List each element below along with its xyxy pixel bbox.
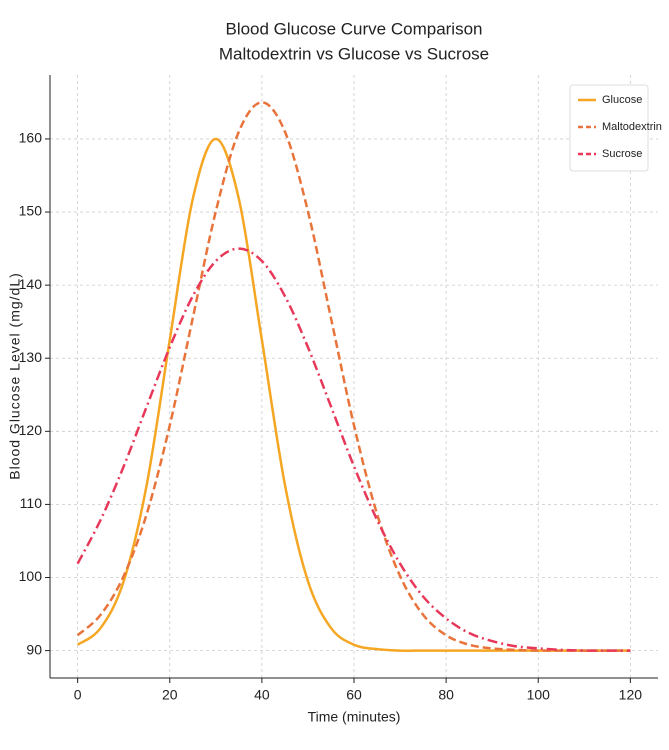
y-tick-label: 130 xyxy=(19,349,43,365)
chart-title: Blood Glucose Curve Comparison xyxy=(225,19,482,38)
legend-box xyxy=(569,84,649,172)
x-tick-label: 60 xyxy=(346,687,362,703)
x-tick-label: 100 xyxy=(527,687,551,703)
x-tick-label: 40 xyxy=(254,687,270,703)
y-tick-label: 90 xyxy=(26,641,42,657)
x-tick-label: 120 xyxy=(619,687,643,703)
y-tick-label: 150 xyxy=(19,203,43,219)
chart-subtitle: Maltodextrin vs Glucose vs Sucrose xyxy=(219,44,489,63)
legend-label: Glucose xyxy=(602,94,642,106)
y-tick-label: 160 xyxy=(19,130,43,146)
y-tick-label: 100 xyxy=(19,568,43,584)
x-axis-label: Time (minutes) xyxy=(308,709,401,725)
x-tick-label: 80 xyxy=(438,687,454,703)
line-series xyxy=(76,247,631,652)
line-series xyxy=(76,101,631,652)
legend-label: Maltodextrin xyxy=(602,121,662,133)
x-tick-label: 20 xyxy=(162,687,178,703)
y-axis-label: Blood Glucose Level (mg/dL) xyxy=(7,272,23,480)
y-tick-label: 140 xyxy=(19,276,43,292)
x-tick-label: 0 xyxy=(74,687,82,703)
legend-label: Sucrose xyxy=(602,148,642,160)
y-tick-label: 120 xyxy=(19,422,43,438)
line-series xyxy=(76,137,631,652)
y-tick-label: 110 xyxy=(20,495,43,511)
